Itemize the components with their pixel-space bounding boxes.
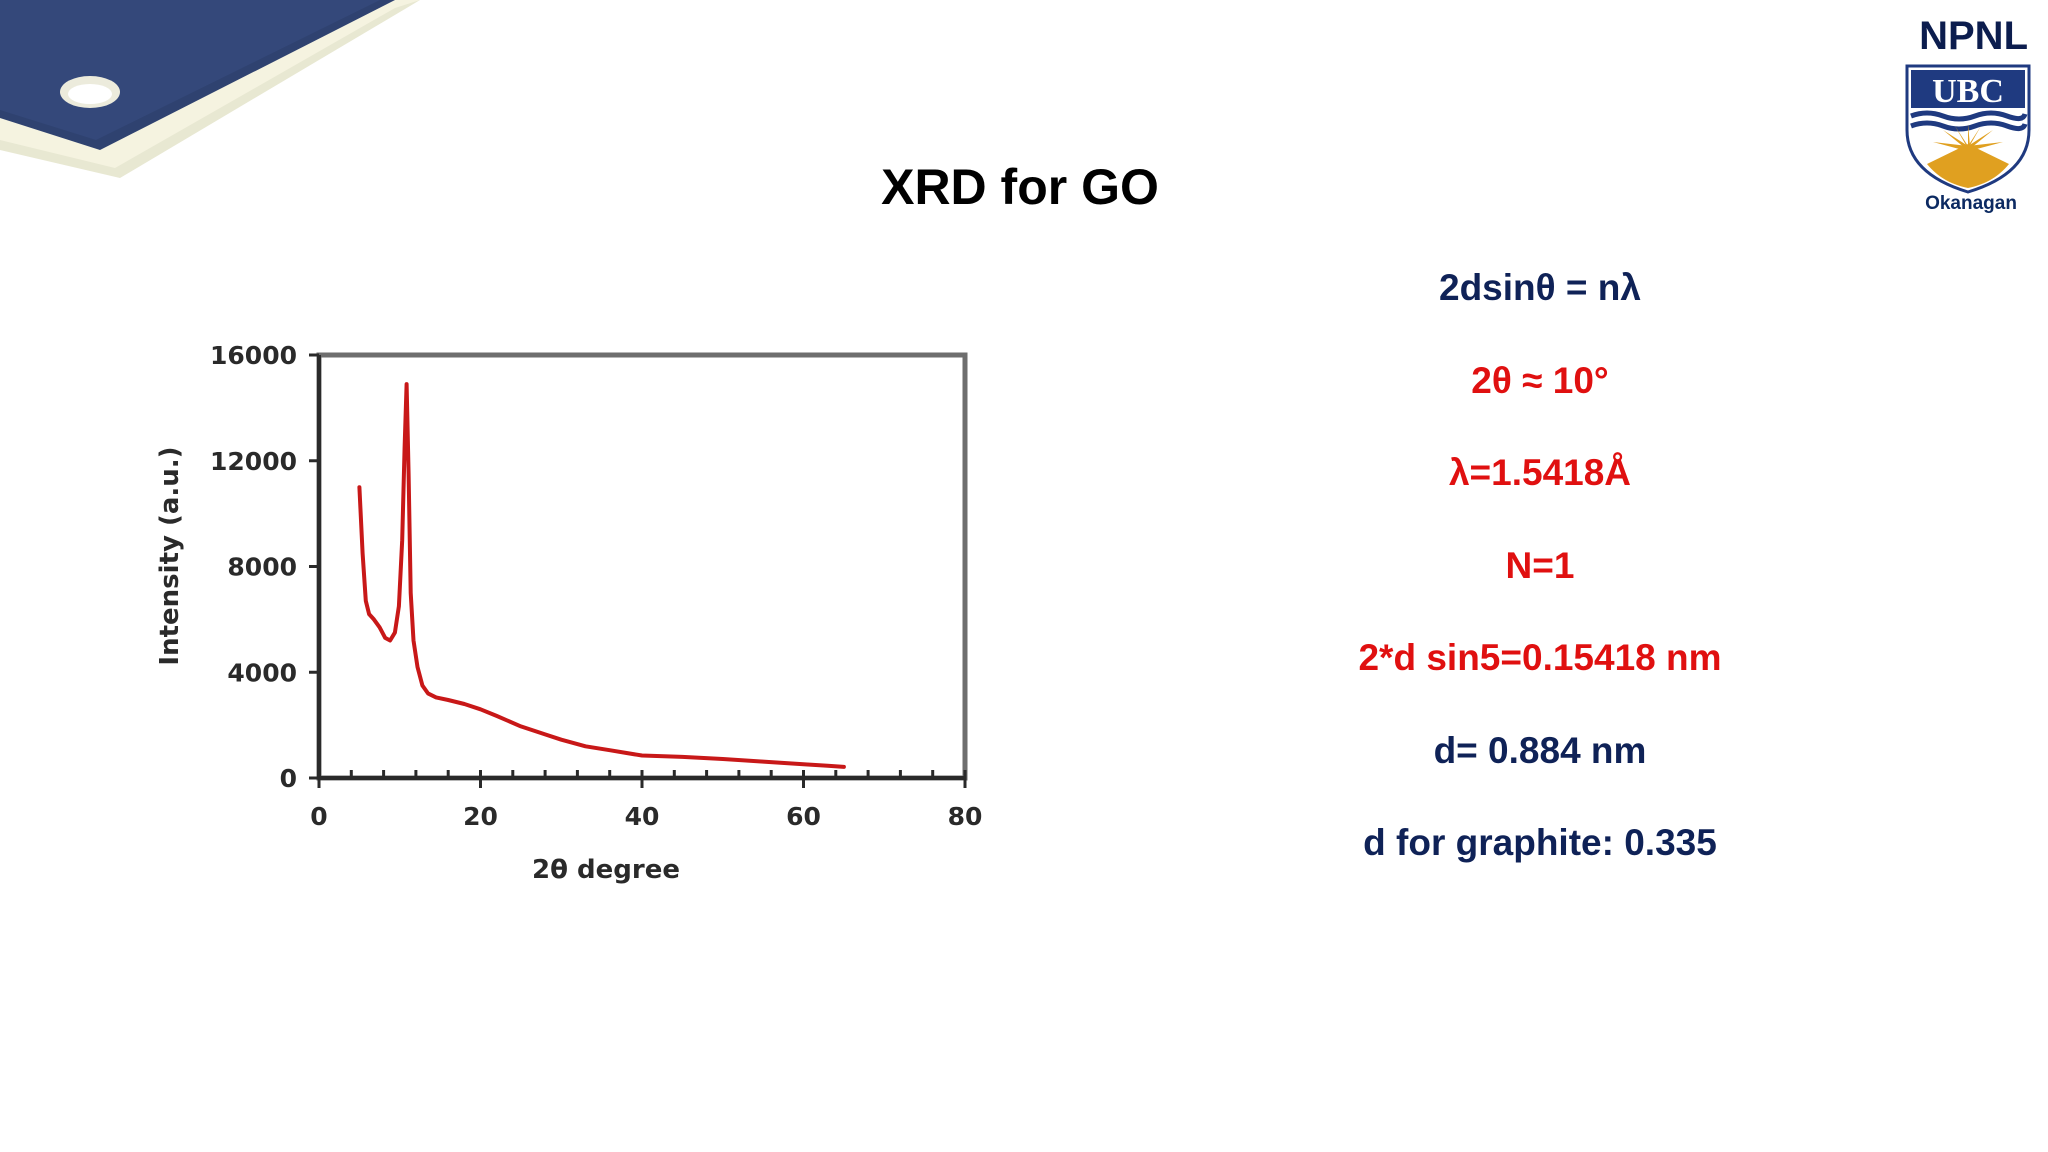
equations-list: 2dsinθ = nλ 2θ ≈ 10° λ=1.5418Å N=1 2*d s… <box>1240 258 1840 906</box>
x-tick-label-20: 20 <box>463 802 498 831</box>
equation-substitution: 2*d sin5=0.15418 nm <box>1358 637 1722 678</box>
ubc-shield-logo: UBC <box>1905 64 2031 194</box>
equation-bragg: 2dsinθ = nλ <box>1439 267 1641 308</box>
logo-caption: Okanagan <box>1925 193 2017 214</box>
y-tick-label-8000: 8000 <box>227 553 297 582</box>
equation-angle: 2θ ≈ 10° <box>1471 359 1609 401</box>
x-tick-label-0: 0 <box>310 802 327 831</box>
plot-layer: 0 20 40 60 80 0 4000 8000 12000 16000 <box>210 341 982 831</box>
x-axis-title: 2θ degree <box>532 855 680 885</box>
lab-name: NPNL <box>1919 14 2028 58</box>
plot-frame <box>316 352 968 781</box>
series-line-0 <box>357 382 846 769</box>
x-tick-label-60: 60 <box>786 802 821 831</box>
y-tick-label-4000: 4000 <box>227 658 297 687</box>
slide-title: XRD for GO <box>881 159 1159 215</box>
y-axis-title: Intensity (a.u.) <box>155 446 185 665</box>
y-tick-label-0: 0 <box>280 764 297 793</box>
y-tick-label-12000: 12000 <box>210 447 297 476</box>
equation-wavelength: λ=1.5418Å <box>1448 452 1632 493</box>
xrd-chart: 0 20 40 60 80 0 4000 8000 12000 16000 2θ degree I… <box>155 341 982 885</box>
equation-d-spacing: d= 0.884 nm <box>1433 729 1647 771</box>
x-tick-label-80: 80 <box>948 802 983 831</box>
x-tick-label-40: 40 <box>625 802 660 831</box>
logo-text: UBC <box>1932 73 2004 110</box>
y-tick-label-16000: 16000 <box>210 341 297 370</box>
equation-order: N=1 <box>1505 544 1575 586</box>
equation-graphite: d for graphite: 0.335 <box>1363 822 1717 863</box>
corner-tab-decoration <box>0 0 420 178</box>
